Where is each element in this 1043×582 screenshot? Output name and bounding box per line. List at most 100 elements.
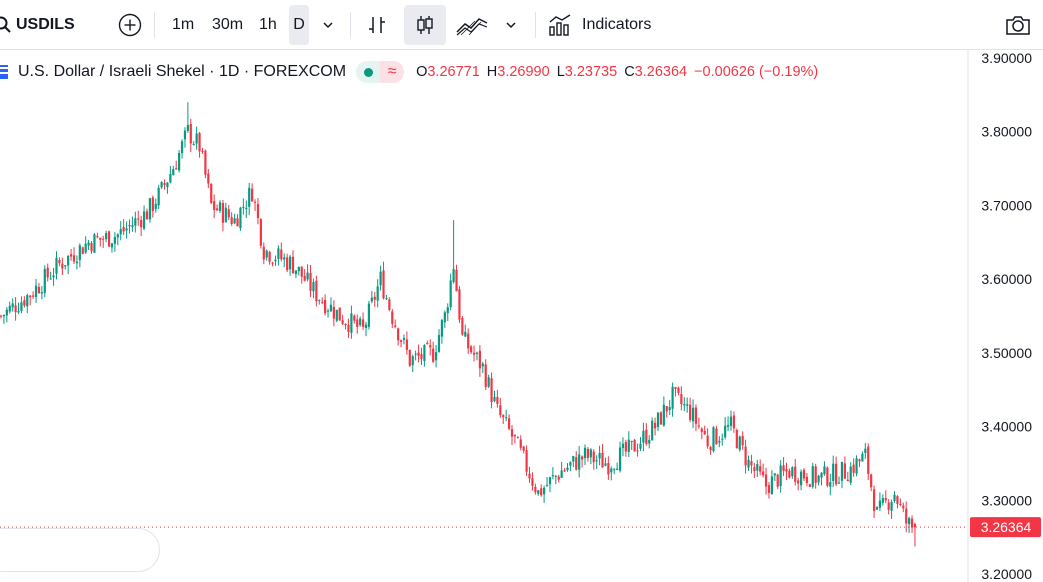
candle-body	[195, 133, 198, 144]
area-chart-button[interactable]	[452, 0, 492, 50]
candle-body	[14, 305, 17, 313]
candle-body	[429, 345, 432, 348]
candle-body	[75, 261, 79, 264]
chart-type-dropdown[interactable]	[495, 0, 527, 50]
candle-body	[709, 447, 712, 451]
candle-body	[5, 309, 8, 316]
interval-1m[interactable]: 1m	[172, 0, 194, 50]
candles-button[interactable]	[404, 5, 446, 45]
candle-body	[8, 305, 11, 312]
candle-body	[283, 257, 286, 260]
candle-body	[864, 448, 867, 453]
candle-body	[0, 315, 3, 317]
candle-body	[472, 352, 476, 355]
candle-body	[750, 461, 753, 466]
candle-body	[534, 486, 537, 493]
candle-body	[540, 488, 543, 496]
indicators-icon	[549, 14, 571, 36]
candle-body	[356, 319, 359, 327]
candles-icon	[417, 16, 433, 34]
chevron-down-icon	[323, 22, 333, 29]
add-symbol-button[interactable]	[114, 0, 146, 50]
candle-body	[735, 430, 738, 449]
candle-body	[420, 354, 423, 359]
interval-d[interactable]: D	[289, 5, 309, 45]
candle-body	[507, 418, 511, 429]
candle-body	[300, 266, 303, 277]
candle-body	[178, 153, 181, 171]
candle-body	[61, 263, 64, 269]
candle-body	[621, 443, 625, 449]
camera-icon	[1006, 16, 1030, 35]
candle-body	[446, 307, 449, 314]
candle-body	[773, 473, 776, 476]
candle-body	[347, 324, 350, 332]
candle-body	[551, 475, 554, 477]
candle-body	[826, 467, 829, 486]
candle-body	[201, 150, 204, 152]
indicators-button[interactable]: Indicators	[548, 0, 651, 50]
candle-body	[233, 218, 236, 224]
interval-1h[interactable]: 1h	[259, 0, 277, 50]
candle-body	[335, 309, 338, 321]
candle-body	[753, 467, 756, 472]
bar-chart-button[interactable]	[361, 0, 393, 50]
candle-body	[55, 257, 58, 274]
candle-body	[192, 144, 195, 146]
candle-body	[502, 415, 505, 418]
candle-body	[607, 463, 610, 475]
candle-body	[353, 315, 356, 321]
interval-label: 30m	[212, 16, 244, 33]
candle-body	[484, 364, 487, 387]
last-price-tag	[970, 517, 1041, 538]
toolbar-divider	[350, 12, 351, 38]
candle-body	[128, 225, 131, 227]
candle-body	[689, 404, 692, 420]
candle-body	[665, 406, 668, 412]
candle-body	[829, 482, 832, 487]
candle-body	[651, 420, 654, 441]
candle-body	[11, 303, 14, 308]
candle-body	[858, 459, 861, 462]
candle-body	[443, 312, 446, 323]
candle-body	[364, 324, 368, 329]
candle-body	[677, 387, 680, 393]
candle-body	[563, 470, 566, 472]
candle-body	[817, 475, 820, 483]
candle-body	[487, 377, 490, 387]
candle-body	[802, 469, 806, 479]
candle-body	[721, 438, 724, 440]
price-chart[interactable]: 3.90000 3.80000 3.70000 3.60000 3.50000 3.400…	[0, 50, 1043, 582]
candle-body	[326, 310, 330, 312]
symbol-search[interactable]: USDILS	[0, 0, 75, 50]
top-toolbar: USDILS 1m 30m 1h D	[0, 0, 1043, 50]
y-tick-label: 3.70000	[981, 197, 1032, 213]
chart-title: U.S. Dollar / Israeli Shekel · 1D · FORE…	[18, 63, 347, 80]
status-pill[interactable]: ≈	[356, 61, 405, 83]
candle-body	[589, 449, 592, 458]
candle-body	[388, 299, 391, 310]
candle-body	[394, 325, 397, 327]
candle-body	[464, 331, 467, 337]
candle-body	[397, 328, 400, 341]
candle-body	[884, 498, 887, 501]
y-tick-label: 3.30000	[981, 492, 1032, 508]
interval-dropdown[interactable]	[312, 0, 344, 50]
candle-body	[762, 471, 765, 476]
candle-body	[271, 262, 274, 264]
candle-body	[697, 425, 700, 427]
candle-body	[332, 306, 335, 319]
candle-body	[706, 435, 709, 447]
candle-body	[872, 489, 876, 512]
interval-30m[interactable]: 30m	[212, 0, 243, 50]
candle-body	[84, 243, 87, 253]
candle-body	[808, 484, 811, 487]
snapshot-button[interactable]	[1002, 0, 1034, 50]
y-tick-label: 3.20000	[981, 566, 1032, 582]
candle-body	[140, 219, 143, 228]
candle-body	[726, 425, 730, 427]
chevron-down-icon	[506, 22, 516, 29]
candle-body	[794, 466, 797, 482]
candle-body	[578, 454, 581, 470]
candle-body	[102, 238, 105, 240]
